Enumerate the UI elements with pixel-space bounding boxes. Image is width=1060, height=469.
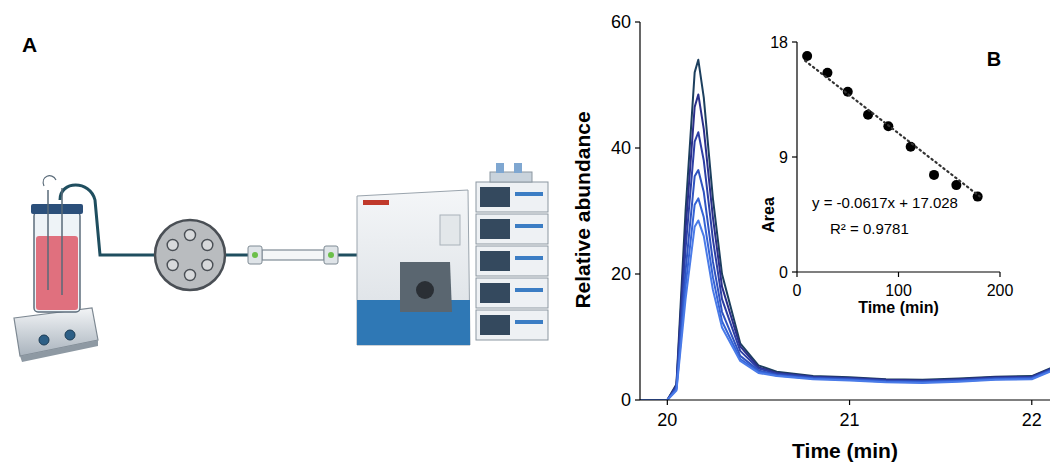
y-tick-label: 0 — [621, 390, 631, 410]
hplc-module — [476, 278, 548, 308]
hplc-display — [480, 187, 510, 207]
y-tick — [792, 41, 797, 42]
hplc-strip — [515, 288, 543, 292]
x-tick — [999, 272, 1000, 277]
x-tick-label: 22 — [1022, 410, 1042, 430]
y-axis-title: Area — [760, 197, 777, 233]
knob — [39, 335, 49, 345]
y-axis-title: Relative abundance — [571, 111, 594, 308]
hplc-strip — [515, 224, 543, 228]
x-tick — [1031, 400, 1032, 405]
probe — [47, 190, 49, 290]
valve-port — [185, 230, 196, 241]
annotation: y = -0.0617x + 17.028 — [812, 194, 958, 211]
annotation: R² = 0.9781 — [830, 220, 909, 237]
hplc-module — [476, 246, 548, 276]
fitting-mark — [252, 252, 258, 258]
valve-port — [185, 270, 196, 281]
ms-source-hole — [416, 281, 434, 299]
hplc-display — [480, 283, 510, 303]
valve — [155, 220, 225, 290]
panel-label: B — [987, 48, 1001, 70]
y-tick — [792, 156, 797, 157]
solvent-bottle — [496, 163, 504, 173]
hplc-module — [476, 310, 548, 340]
data-point — [863, 110, 873, 120]
hplc-display — [480, 251, 510, 271]
hplc-strip — [515, 192, 543, 196]
x-tick-label: 21 — [840, 410, 860, 430]
y-tick — [635, 21, 640, 22]
knob — [65, 330, 75, 340]
y-tick-label: 40 — [611, 138, 631, 158]
x-tick-label: 200 — [987, 282, 1014, 299]
valve-port — [167, 240, 178, 251]
plot-marks — [802, 51, 983, 202]
hplc-module — [476, 214, 548, 244]
column — [262, 250, 324, 260]
x-tick — [796, 272, 797, 277]
y-tick — [635, 399, 640, 400]
x-tick-label: 20 — [657, 410, 677, 430]
chart-1: 0 9 18 0 100 200 Time (min) Area y = -0.0617x + … — [760, 34, 1013, 316]
tubing — [225, 254, 248, 257]
fitting — [324, 246, 338, 264]
hplc-module — [476, 182, 548, 212]
y-tick-label: 20 — [611, 264, 631, 284]
hplc-display — [480, 315, 510, 335]
valve-port — [202, 240, 213, 251]
schematic — [14, 163, 548, 362]
data-point — [802, 51, 812, 61]
ms-source — [400, 262, 452, 312]
x-tick-label: 0 — [793, 282, 802, 299]
tubing — [338, 254, 357, 257]
hplc-display — [480, 219, 510, 239]
data-point — [929, 170, 939, 180]
y-tick — [635, 147, 640, 148]
x-axis — [640, 399, 1050, 400]
x-tick — [898, 272, 899, 277]
fitting-mark — [328, 252, 334, 258]
x-tick — [849, 400, 850, 405]
y-tick-label: 60 — [611, 12, 631, 32]
valve-port — [167, 260, 178, 271]
y-tick — [792, 271, 797, 272]
ms-panel — [440, 215, 460, 245]
mass-spectrometer — [357, 190, 470, 345]
stir-plate-side — [20, 340, 98, 362]
y-tick-label: 0 — [779, 264, 788, 281]
y-tick — [635, 273, 640, 274]
x-tick-label: 100 — [885, 282, 912, 299]
x-tick — [667, 400, 668, 405]
chart-0: 0 20 40 60 20 21 22 Time (min) Relative abundanc… — [571, 12, 1050, 462]
data-point — [906, 142, 916, 152]
panel-label: A — [22, 33, 37, 56]
x-axis-title: Time (min) — [792, 439, 898, 462]
x-axis-title: Time (min) — [858, 299, 939, 316]
probe — [43, 176, 56, 186]
ms-logo — [363, 200, 389, 205]
lid — [31, 204, 83, 214]
probe — [61, 188, 63, 295]
vessel — [34, 212, 80, 312]
valve-port — [202, 260, 213, 271]
figure: A 0 20 40 60 20 21 22 Time (min) Relative abundan… — [0, 0, 1060, 469]
y-tick-label: 9 — [779, 149, 788, 166]
fitting — [248, 246, 262, 264]
y-tick-label: 18 — [770, 34, 788, 51]
inset-background — [795, 36, 1006, 274]
solvent-tray — [490, 172, 532, 182]
liquid — [36, 236, 78, 310]
solvent-bottle — [514, 163, 522, 173]
y-axis — [639, 22, 640, 400]
hplc-strip — [515, 320, 543, 324]
data-line — [805, 61, 980, 197]
hplc-strip — [515, 256, 543, 260]
